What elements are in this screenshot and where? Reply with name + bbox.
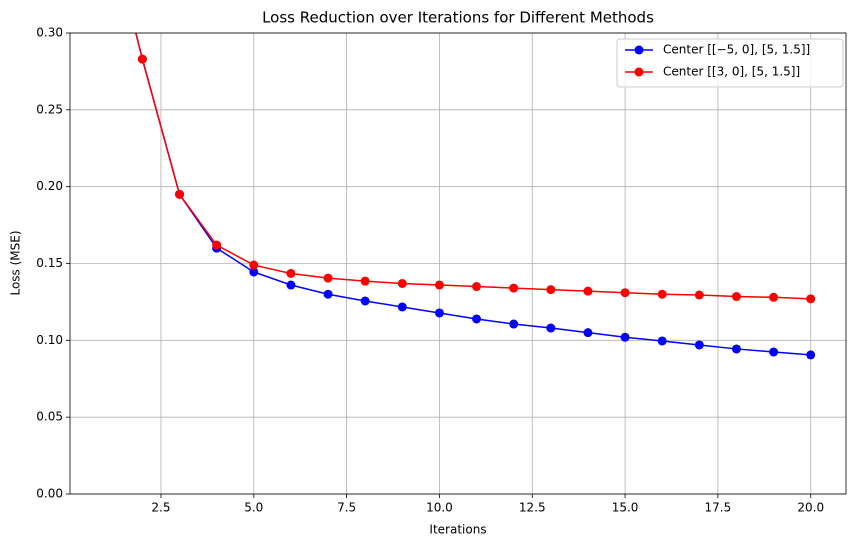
data-point bbox=[694, 290, 704, 300]
legend-label: Center [[3, 0], [5, 1.5]] bbox=[663, 65, 800, 79]
data-point bbox=[657, 289, 667, 299]
y-tick-label: 0.00 bbox=[36, 487, 63, 501]
data-point bbox=[360, 276, 370, 286]
x-tick-label: 7.5 bbox=[337, 501, 356, 515]
data-point bbox=[509, 283, 519, 293]
data-point bbox=[509, 319, 519, 329]
legend-marker bbox=[634, 67, 644, 77]
x-tick-label: 12.5 bbox=[519, 501, 546, 515]
data-point bbox=[694, 340, 704, 350]
data-point bbox=[731, 344, 741, 354]
data-point bbox=[286, 268, 296, 278]
series-line bbox=[135, 33, 811, 356]
data-point bbox=[323, 273, 333, 283]
x-tick-label: 15.0 bbox=[612, 501, 639, 515]
data-point bbox=[212, 240, 222, 250]
data-point bbox=[472, 314, 482, 324]
data-point bbox=[806, 294, 816, 304]
data-point bbox=[434, 280, 444, 290]
plot-area bbox=[135, 33, 816, 360]
plot-frame bbox=[69, 32, 847, 495]
legend-label: Center [[−5, 0], [5, 1.5]] bbox=[663, 43, 810, 57]
data-point bbox=[434, 308, 444, 318]
x-tick-label: 20.0 bbox=[797, 501, 824, 515]
x-tick-label: 5.0 bbox=[244, 501, 263, 515]
x-tick-label: 17.5 bbox=[705, 501, 732, 515]
legend-marker bbox=[634, 45, 644, 55]
x-tick-label: 10.0 bbox=[426, 501, 453, 515]
data-point bbox=[546, 285, 556, 295]
data-point bbox=[286, 280, 296, 290]
data-point bbox=[657, 336, 667, 346]
data-point bbox=[731, 292, 741, 302]
y-tick-label: 0.10 bbox=[36, 333, 63, 347]
data-point bbox=[769, 292, 779, 302]
data-point bbox=[360, 296, 370, 306]
y-tick-label: 0.05 bbox=[36, 410, 63, 424]
data-point bbox=[583, 286, 593, 296]
x-axis-label: Iterations bbox=[429, 523, 486, 537]
legend-box bbox=[616, 38, 844, 88]
data-point bbox=[397, 302, 407, 312]
data-point bbox=[769, 347, 779, 357]
data-point bbox=[806, 350, 816, 360]
y-tick-label: 0.15 bbox=[36, 256, 63, 270]
data-point bbox=[546, 323, 556, 333]
chart-title: Loss Reduction over Iterations for Diffe… bbox=[262, 9, 654, 27]
data-point bbox=[620, 288, 630, 298]
data-point bbox=[620, 332, 630, 342]
y-tick-label: 0.30 bbox=[36, 26, 63, 40]
y-axis-label: Loss (MSE) bbox=[9, 230, 23, 295]
y-tick-label: 0.20 bbox=[36, 179, 63, 193]
x-tick-label: 2.5 bbox=[151, 501, 170, 515]
series-line bbox=[135, 33, 811, 300]
data-point bbox=[249, 267, 259, 277]
data-point bbox=[323, 289, 333, 299]
data-point bbox=[472, 282, 482, 292]
y-tick-label: 0.25 bbox=[36, 102, 63, 116]
data-point bbox=[583, 328, 593, 338]
data-point bbox=[175, 189, 185, 199]
data-point bbox=[137, 54, 147, 64]
data-point bbox=[397, 278, 407, 288]
data-point bbox=[249, 260, 259, 270]
